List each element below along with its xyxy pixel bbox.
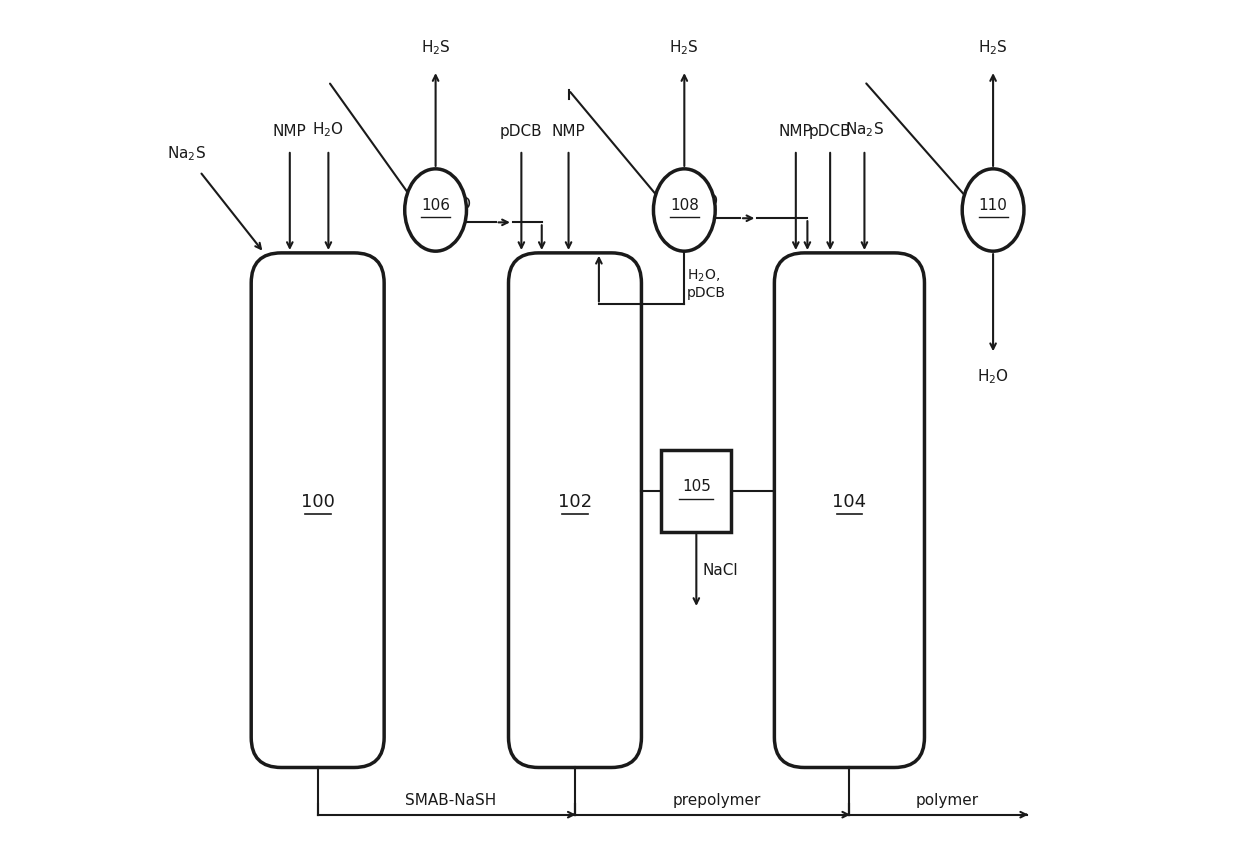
Ellipse shape <box>404 169 466 251</box>
Text: 106: 106 <box>422 198 450 213</box>
Text: 100: 100 <box>301 493 335 511</box>
Text: 102: 102 <box>558 493 591 511</box>
Text: H$_2$S: H$_2$S <box>670 39 699 57</box>
Text: 105: 105 <box>682 479 711 494</box>
Text: pDCB: pDCB <box>808 124 852 139</box>
Text: pDCB: pDCB <box>500 124 543 139</box>
Text: H$_2$O: H$_2$O <box>687 192 719 210</box>
Text: 110: 110 <box>978 198 1008 213</box>
Text: H$_2$S: H$_2$S <box>978 39 1008 57</box>
Text: 108: 108 <box>670 198 699 213</box>
Text: Na$_2$S: Na$_2$S <box>167 144 206 163</box>
Text: NMP: NMP <box>779 124 812 139</box>
Text: H$_2$S: H$_2$S <box>420 39 450 57</box>
Text: H$_2$O: H$_2$O <box>440 195 472 214</box>
Text: NMP: NMP <box>552 124 585 139</box>
Text: H$_2$O: H$_2$O <box>977 367 1009 385</box>
Text: H$_2$O,
pDCB: H$_2$O, pDCB <box>687 268 725 300</box>
Text: Na$_2$S: Na$_2$S <box>844 120 884 139</box>
Text: prepolymer: prepolymer <box>672 792 760 808</box>
Text: NaCl: NaCl <box>702 563 738 578</box>
Text: SMAB-NaSH: SMAB-NaSH <box>405 792 496 808</box>
Text: H$_2$O: H$_2$O <box>312 120 345 139</box>
FancyBboxPatch shape <box>508 253 641 767</box>
Ellipse shape <box>962 169 1024 251</box>
Text: 104: 104 <box>832 493 867 511</box>
Text: NMP: NMP <box>273 124 306 139</box>
Ellipse shape <box>653 169 715 251</box>
Bar <box>661 450 732 532</box>
Text: polymer: polymer <box>915 792 978 808</box>
FancyBboxPatch shape <box>252 253 384 767</box>
FancyBboxPatch shape <box>774 253 925 767</box>
